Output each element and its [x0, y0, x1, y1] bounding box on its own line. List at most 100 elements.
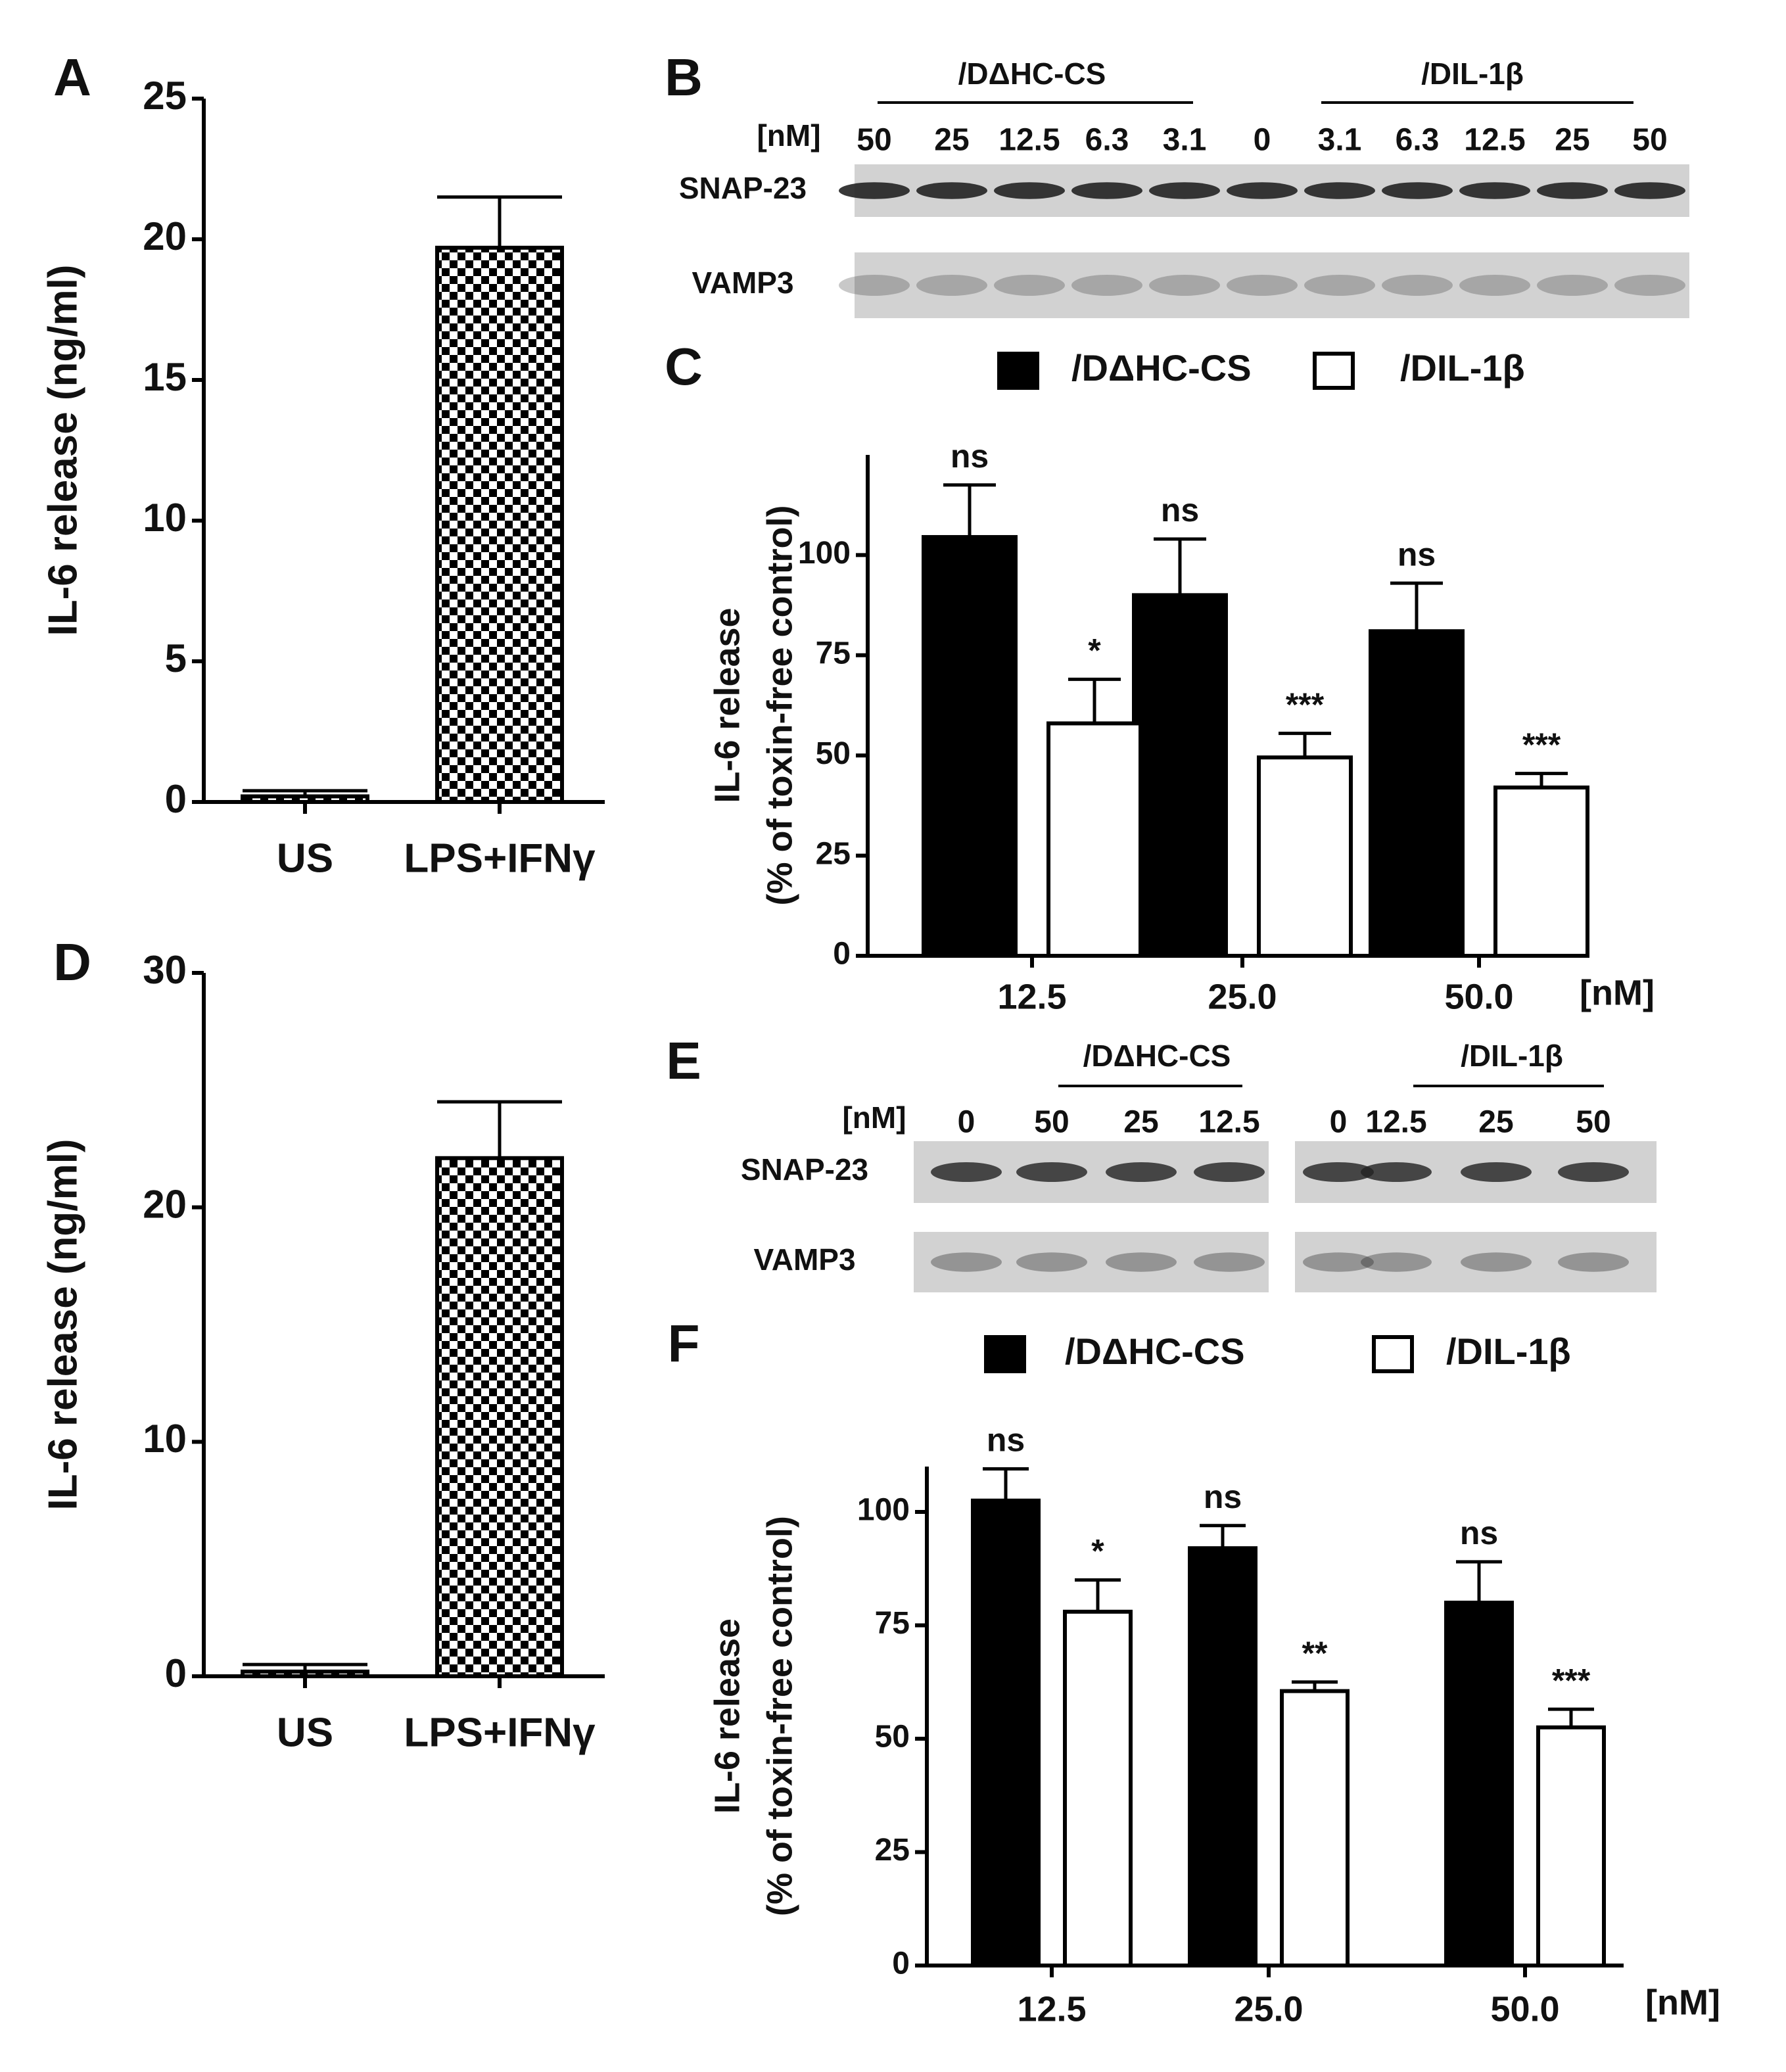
lane-label: 12.5 — [999, 123, 1060, 158]
row-label: SNAP-23 — [679, 171, 807, 205]
significance-label: ns — [1204, 1478, 1242, 1515]
bar — [1536, 1725, 1606, 1967]
blot-band — [1558, 1162, 1629, 1183]
blot-band — [1558, 1252, 1629, 1272]
x-tick-label: US — [277, 1710, 333, 1755]
lane-label: 0 — [1330, 1105, 1348, 1140]
lane-label: 12.5 — [1464, 123, 1525, 158]
x-tick-label: 50.0 — [1444, 977, 1513, 1016]
x-tick-label: LPS+IFNγ — [404, 836, 596, 881]
lane-label: 25 — [1123, 1105, 1158, 1140]
bar — [241, 794, 369, 804]
unit-label: [nM] — [842, 1100, 906, 1135]
y-tick-label: 50 — [816, 736, 851, 771]
panel-label: C — [665, 337, 703, 396]
significance-label: * — [1091, 1533, 1104, 1570]
y-tick-label: 75 — [816, 636, 851, 671]
lane-label: 25 — [1478, 1105, 1513, 1140]
lane-label: 50 — [1034, 1105, 1069, 1140]
blot-band — [1149, 275, 1220, 296]
y-tick-label: 0 — [892, 1946, 910, 1981]
bar — [1280, 1689, 1350, 1968]
significance-label: *** — [1522, 726, 1561, 763]
panel-label: B — [665, 48, 703, 106]
y-tick-label: 0 — [833, 937, 851, 972]
lane-label: 25 — [1555, 123, 1589, 158]
y-axis-label: (% of toxin-free control) — [760, 506, 799, 906]
y-tick-label: 0 — [165, 1651, 187, 1695]
blot-band — [1194, 1252, 1265, 1272]
lane-label: 50 — [857, 123, 891, 158]
blot-band — [1016, 1162, 1087, 1183]
legend-swatch — [1313, 352, 1355, 390]
blot-band — [1361, 1162, 1432, 1183]
lane-label: 3.1 — [1318, 123, 1362, 158]
significance-label: ** — [1302, 1635, 1328, 1672]
lane-label: 50 — [1632, 123, 1667, 158]
blot-band — [1149, 182, 1220, 199]
blot-band — [1227, 275, 1298, 296]
x-tick-label: LPS+IFNγ — [404, 1710, 596, 1755]
y-tick-label: 100 — [798, 536, 851, 571]
blot-band — [931, 1252, 1002, 1272]
legend-swatch — [984, 1335, 1026, 1373]
bar — [1444, 1601, 1514, 1967]
blot-band — [1304, 275, 1375, 296]
bar — [922, 534, 1018, 958]
bar — [1132, 593, 1228, 958]
y-axis-label: (% of toxin-free control) — [760, 1516, 799, 1916]
blot-band — [1461, 1252, 1532, 1272]
blot-band — [1227, 182, 1298, 199]
blot-band — [1361, 1252, 1432, 1272]
significance-label: ns — [1398, 536, 1436, 573]
legend-label: /DΔHC-CS — [1065, 1330, 1245, 1372]
blot-band — [1303, 1162, 1374, 1183]
panel-label: E — [666, 1031, 701, 1090]
lane-label: 3.1 — [1163, 123, 1207, 158]
bar — [1257, 755, 1353, 958]
lane-label: 12.5 — [1198, 1105, 1259, 1140]
blot-band — [994, 182, 1065, 199]
x-tick-label: US — [277, 836, 333, 881]
y-tick-label: 20 — [143, 1183, 187, 1227]
unit-label: [nM] — [757, 118, 820, 153]
blot-band — [1106, 1162, 1177, 1183]
group-label: /DΔHC-CS — [1083, 1039, 1231, 1073]
blot-band — [1614, 275, 1685, 296]
bar — [435, 1156, 564, 1679]
y-tick-label: 30 — [143, 948, 187, 992]
blot-band — [1459, 275, 1530, 296]
y-tick-label: 20 — [143, 214, 187, 258]
lane-label: 0 — [958, 1105, 975, 1140]
y-tick-label: 25 — [816, 836, 851, 871]
lane-label: 6.3 — [1396, 123, 1440, 158]
blot-band — [1614, 182, 1685, 199]
blot-band — [1537, 275, 1608, 296]
row-label: SNAP-23 — [741, 1152, 868, 1187]
y-tick-label: 10 — [143, 496, 187, 540]
blot-band — [1382, 275, 1453, 296]
y-tick-label: 10 — [143, 1417, 187, 1461]
blot-band — [1016, 1252, 1087, 1272]
y-tick-label: 25 — [875, 1833, 910, 1868]
bar — [1063, 1609, 1133, 1968]
blot-background — [914, 1232, 1269, 1292]
blot-background — [1295, 1232, 1657, 1292]
y-axis-label: IL-6 release — [707, 1618, 747, 1814]
panel-label: D — [53, 933, 91, 991]
group-label: /DΔHC-CS — [958, 57, 1106, 91]
row-label: VAMP3 — [753, 1242, 855, 1277]
blot-band — [839, 275, 910, 296]
panel-label: A — [53, 48, 91, 106]
y-axis-label: IL-6 release — [707, 607, 747, 803]
x-unit-label: [nM] — [1580, 973, 1655, 1012]
blot-band — [839, 182, 910, 199]
x-unit-label: [nM] — [1645, 1983, 1720, 2022]
panel-label: F — [668, 1314, 700, 1373]
x-tick-label: 25.0 — [1234, 1989, 1303, 2029]
y-axis-label: IL-6 release (ng/ml) — [40, 264, 85, 636]
lane-label: 6.3 — [1085, 123, 1129, 158]
significance-label: ns — [987, 1422, 1025, 1459]
blot-band — [994, 275, 1065, 296]
